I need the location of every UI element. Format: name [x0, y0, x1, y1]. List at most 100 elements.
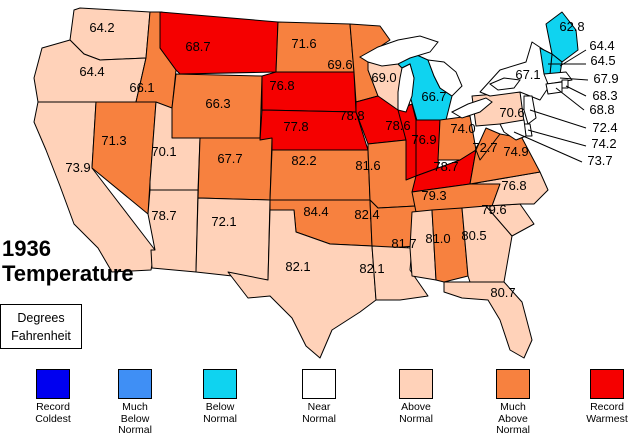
legend-item-much-above: Much Above Normal — [468, 369, 558, 437]
state-value-pa: 70.6 — [499, 105, 524, 120]
legend-label-line: Below — [205, 401, 235, 413]
legend-label-line: Much — [122, 401, 148, 413]
state-value-ms: 81.7 — [391, 236, 416, 251]
leader-line-nj — [529, 109, 587, 129]
legend-label-line: Normal — [302, 412, 336, 425]
legend-swatch — [203, 369, 237, 399]
state-value-nv: 71.3 — [101, 133, 126, 148]
state-value-nm: 72.1 — [211, 214, 236, 229]
state-value-tn: 79.3 — [421, 188, 446, 203]
state-value-ct: 68.8 — [589, 102, 614, 117]
legend-swatch — [590, 369, 624, 399]
legend-label-line: Above — [401, 401, 431, 413]
state-value-mn: 69.6 — [327, 57, 352, 72]
state-fl — [443, 281, 533, 359]
state-value-nj: 72.4 — [592, 120, 617, 135]
state-mt — [159, 11, 279, 75]
state-al — [431, 207, 469, 283]
title-year: 1936 — [2, 236, 51, 261]
legend-swatch — [399, 369, 433, 399]
units-box: Degrees Fahrenheit — [0, 304, 82, 349]
state-value-ky: 78.7 — [433, 159, 458, 174]
state-value-ga: 80.5 — [461, 228, 486, 243]
state-value-wv: 72.7 — [472, 140, 497, 155]
legend-swatch — [36, 369, 70, 399]
state-value-az: 78.7 — [151, 208, 176, 223]
state-value-va: 74.9 — [503, 144, 528, 159]
map-title: 1936 Temperature — [2, 236, 134, 286]
state-value-nh: 64.4 — [589, 38, 614, 53]
state-wv — [475, 127, 501, 161]
legend-item-below: Below Normal — [175, 369, 265, 425]
state-value-mi: 66.7 — [421, 89, 446, 104]
legend-item-much-below: Much Below Normal — [90, 369, 180, 437]
state-value-id: 66.1 — [129, 80, 154, 95]
state-co — [197, 137, 273, 201]
state-value-wa: 64.2 — [89, 20, 114, 35]
legend-label-line: Below — [120, 412, 150, 425]
state-value-oh: 74.0 — [450, 121, 475, 136]
state-value-md: 73.7 — [587, 153, 612, 168]
legend-label: Much Below Normal — [90, 401, 180, 437]
legend-label-line: Coldest — [35, 412, 71, 425]
state-value-ks: 82.2 — [291, 153, 316, 168]
state-value-fl: 80.7 — [490, 285, 515, 300]
legend-item-near: Near Normal — [274, 369, 364, 425]
state-value-sc: 79.6 — [481, 202, 506, 217]
state-value-labels: 64.2 64.4 73.9 66.1 71.3 68.7 66.3 70.1 78.7 67.7… — [65, 19, 618, 300]
legend-label-line: Normal — [399, 412, 433, 425]
lake-michigan — [397, 63, 415, 113]
state-value-ok: 84.4 — [303, 204, 328, 219]
state-value-nc: 76.8 — [501, 178, 526, 193]
state-ms — [409, 209, 437, 281]
state-value-la: 82.1 — [359, 261, 384, 276]
state-nc — [469, 171, 549, 207]
state-nm — [195, 197, 271, 281]
state-value-il: 78.6 — [385, 118, 410, 133]
legend-item-record-warmest: Record Warmest — [562, 369, 640, 425]
state-tx — [227, 209, 377, 359]
legend-label-line: Normal — [118, 424, 152, 436]
state-value-me: 62.8 — [559, 19, 584, 34]
legend-swatch — [118, 369, 152, 399]
state-ct — [545, 81, 563, 95]
state-value-ne: 77.8 — [283, 119, 308, 134]
state-value-ri: 68.3 — [592, 88, 617, 103]
state-value-ma: 67.9 — [593, 71, 618, 86]
leader-line-md — [513, 131, 583, 163]
leader-line-de — [527, 129, 587, 147]
legend-label: Much Above Normal — [468, 401, 558, 437]
state-value-de: 74.2 — [591, 136, 616, 151]
legend-item-above: Above Normal — [371, 369, 461, 425]
legend-swatch — [496, 369, 530, 399]
legend-label: Above Normal — [371, 401, 461, 425]
lake-huron — [427, 59, 463, 97]
lake-ontario — [489, 77, 521, 91]
units-line-2: Fahrenheit — [11, 329, 71, 343]
state-value-or: 64.4 — [79, 64, 104, 79]
state-az — [147, 189, 199, 273]
state-value-sd: 76.8 — [269, 78, 294, 93]
leader-line-nh — [559, 49, 587, 67]
legend-label-line: Much — [500, 401, 526, 413]
units-line-1: Degrees — [17, 311, 65, 325]
legend-label: Record Coldest — [8, 401, 98, 425]
state-value-wy: 66.3 — [205, 96, 230, 111]
legend-label-line: Normal — [203, 412, 237, 425]
state-value-vt: 64.5 — [590, 53, 615, 68]
legend-label: Below Normal — [175, 401, 265, 425]
state-value-ny: 67.1 — [515, 67, 540, 82]
legend-label-line: Near — [307, 401, 331, 413]
state-value-ca: 73.9 — [65, 160, 90, 175]
legend-label-line: Above — [498, 412, 528, 425]
great-lakes — [359, 35, 521, 119]
state-value-wi: 69.0 — [371, 70, 396, 85]
legend-label: Record Warmest — [562, 401, 640, 425]
state-value-in: 76.9 — [411, 132, 436, 147]
legend-swatch — [302, 369, 336, 399]
state-value-mo: 81.6 — [355, 158, 380, 173]
lake-superior — [359, 35, 439, 67]
state-value-al: 81.0 — [425, 231, 450, 246]
state-value-tx: 82.1 — [285, 259, 310, 274]
legend-label-line: Warmest — [586, 412, 628, 425]
